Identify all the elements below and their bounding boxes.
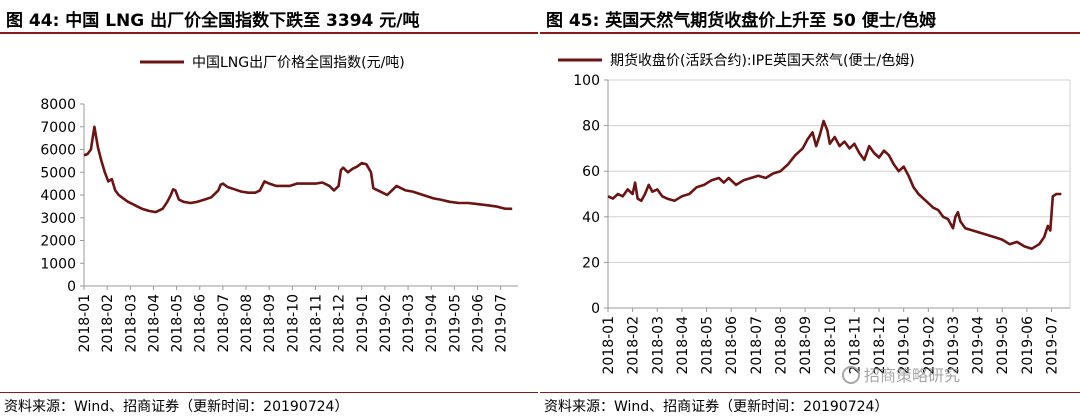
x-tick-label-8: 2018-09 bbox=[262, 294, 278, 353]
series-line-0 bbox=[607, 119, 1062, 250]
title-divider bbox=[0, 32, 538, 34]
x-tick-label-18: 2019-07 bbox=[1045, 316, 1061, 375]
x-tick-label-15: 2019-04 bbox=[424, 294, 440, 353]
x-tick-label-12: 2019-01 bbox=[355, 294, 371, 353]
chart-panel-uk-gas-futures: 图 45: 英国天然气期货收盘价上升至 50 便士/色姆 0 20 40 60 80 10… bbox=[540, 0, 1080, 420]
y-tick-label-4: 80 bbox=[582, 119, 600, 135]
x-tick-label-11: 2018-12 bbox=[872, 316, 888, 375]
source-divider bbox=[540, 392, 1080, 393]
y-tick-label-4: 4000 bbox=[40, 188, 76, 204]
legend-label: 中国LNG出厂价格全国指数(元/吨) bbox=[192, 54, 405, 71]
x-tick-label-0: 2018-01 bbox=[601, 316, 617, 375]
x-tick-label-1: 2018-02 bbox=[100, 294, 116, 353]
x-tick-label-0: 2018-01 bbox=[77, 294, 93, 353]
x-tick-label-5: 2018-06 bbox=[193, 294, 209, 353]
source-note: 资料来源：Wind、招商证券（更新时间：20190724） bbox=[4, 399, 349, 415]
wechat-icon bbox=[842, 366, 860, 384]
y-tick-label-0: 0 bbox=[67, 279, 76, 295]
uk-gas-futures-line-chart: 0 20 40 60 80 100 2018-01 2018-02 2018-03 2018-04… bbox=[558, 52, 1071, 375]
chart-title: 图 45: 英国天然气期货收盘价上升至 50 便士/色姆 bbox=[546, 11, 936, 31]
x-tick-label-17: 2019-06 bbox=[1020, 316, 1036, 375]
y-tick-label-3: 3000 bbox=[40, 211, 76, 227]
x-tick-label-6: 2018-07 bbox=[749, 316, 765, 375]
x-tick-label-9: 2018-10 bbox=[285, 294, 301, 353]
x-tick-label-13: 2019-02 bbox=[378, 294, 394, 353]
y-tick-label-1: 1000 bbox=[40, 256, 76, 272]
x-tick-label-3: 2018-04 bbox=[675, 316, 691, 375]
x-tick-label-9: 2018-10 bbox=[823, 316, 839, 375]
legend-label: 期货收盘价(活跃合约):IPE英国天然气(便士/色姆) bbox=[610, 52, 915, 69]
title-divider bbox=[540, 32, 1080, 34]
y-tick-label-3: 60 bbox=[582, 164, 600, 180]
x-tick-label-4: 2018-05 bbox=[170, 294, 186, 353]
y-tick-label-0: 0 bbox=[591, 301, 600, 317]
x-tick-label-3: 2018-04 bbox=[146, 294, 162, 353]
watermark-text: 招商策略研究 bbox=[864, 366, 961, 385]
x-tick-label-12: 2019-01 bbox=[897, 316, 913, 375]
x-tick-label-2: 2018-03 bbox=[650, 316, 666, 375]
y-tick-label-8: 8000 bbox=[40, 97, 76, 113]
x-tick-label-7: 2018-08 bbox=[773, 316, 789, 375]
x-tick-label-16: 2019-05 bbox=[447, 294, 463, 353]
y-tick-label-2: 40 bbox=[582, 210, 600, 226]
y-tick-label-1: 20 bbox=[582, 255, 600, 271]
x-tick-label-2: 2018-03 bbox=[123, 294, 139, 353]
source-note: 资料来源：Wind、招商证券（更新时间：20190724） bbox=[544, 399, 889, 415]
x-tick-label-1: 2018-02 bbox=[626, 316, 642, 375]
watermark: 招商策略研究 bbox=[842, 362, 960, 386]
x-tick-label-6: 2018-07 bbox=[216, 294, 232, 353]
y-tick-label-7: 7000 bbox=[40, 120, 76, 136]
x-tick-label-5: 2018-06 bbox=[724, 316, 740, 375]
y-tick-label-5: 100 bbox=[573, 73, 600, 89]
x-tick-label-10: 2018-11 bbox=[308, 294, 324, 353]
chart-panel-lng-index: 图 44: 中国 LNG 出厂价全国指数下跌至 3394 元/吨 0 1000 20… bbox=[0, 11, 538, 415]
x-tick-label-16: 2019-05 bbox=[995, 316, 1011, 375]
x-tick-label-18: 2019-07 bbox=[494, 294, 510, 353]
x-tick-label-11: 2018-12 bbox=[332, 294, 348, 353]
x-tick-label-14: 2019-03 bbox=[401, 294, 417, 353]
x-tick-label-15: 2019-04 bbox=[971, 316, 987, 375]
lng-price-line-chart: 0 1000 2000 3000 4000 5000 6000 7000 8000 2018-01… bbox=[40, 54, 518, 353]
x-tick-label-13: 2019-02 bbox=[921, 316, 937, 375]
source-divider bbox=[0, 392, 538, 393]
chart-title: 图 44: 中国 LNG 出厂价全国指数下跌至 3394 元/吨 bbox=[6, 11, 420, 31]
x-tick-label-4: 2018-05 bbox=[700, 316, 716, 375]
x-tick-label-14: 2019-03 bbox=[946, 316, 962, 375]
x-tick-label-10: 2018-11 bbox=[847, 316, 863, 375]
y-tick-label-5: 5000 bbox=[40, 165, 76, 181]
series-line-0 bbox=[83, 125, 513, 214]
y-tick-label-6: 6000 bbox=[40, 143, 76, 159]
x-tick-label-7: 2018-08 bbox=[239, 294, 255, 353]
y-tick-label-2: 2000 bbox=[40, 234, 76, 250]
x-tick-label-17: 2019-06 bbox=[470, 294, 486, 353]
x-tick-label-8: 2018-09 bbox=[798, 316, 814, 375]
